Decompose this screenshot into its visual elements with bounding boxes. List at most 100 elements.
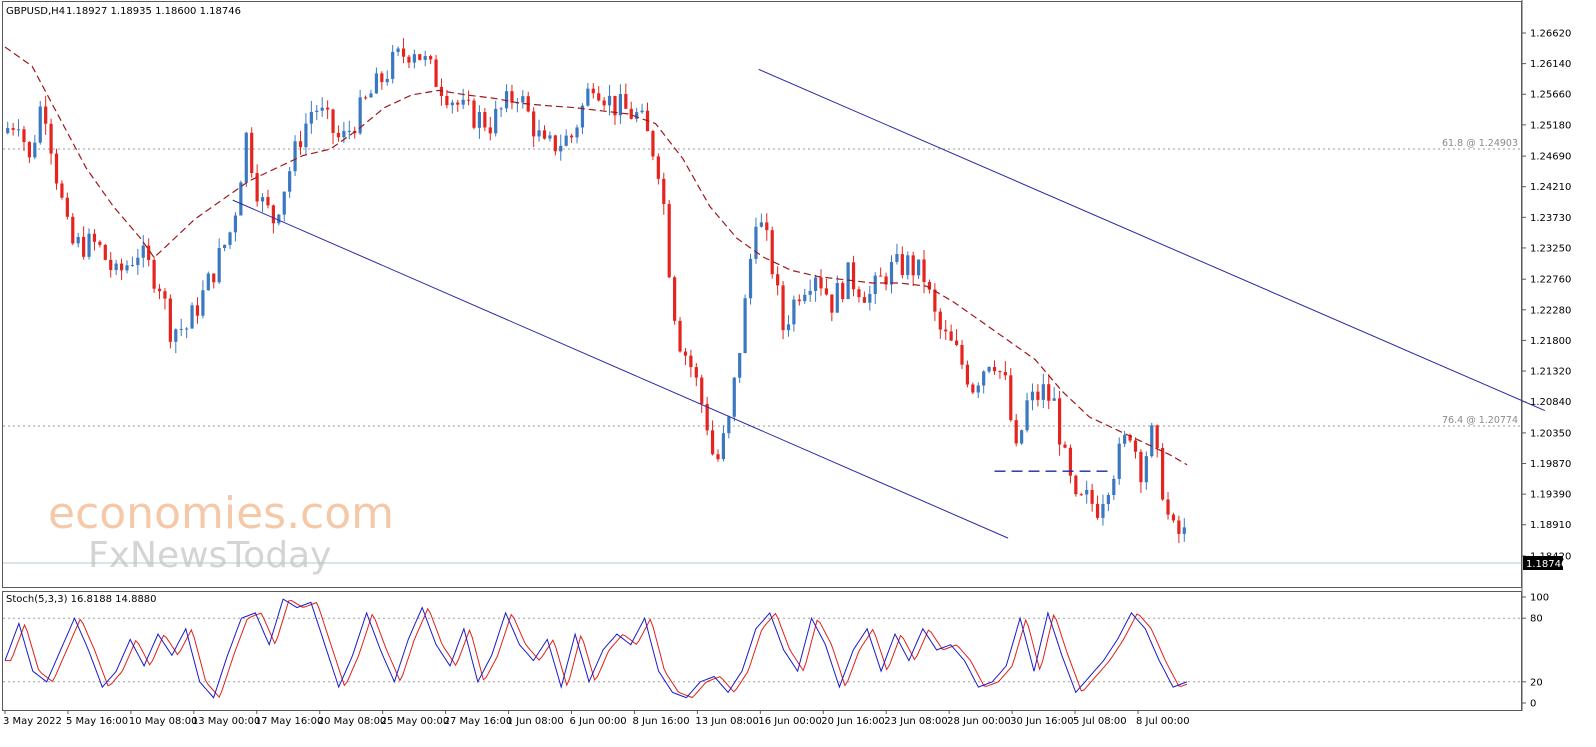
candle-body (1139, 451, 1143, 483)
candle-body (309, 112, 313, 124)
candle (331, 108, 335, 145)
candle-body (54, 153, 59, 184)
candle (1090, 483, 1094, 512)
candle (369, 89, 373, 98)
candle-body (298, 141, 303, 148)
candle (49, 118, 53, 165)
candle-body (575, 127, 579, 138)
time-tick-label: 28 Jun 00:00 (947, 716, 1011, 727)
candle-body (884, 276, 888, 285)
candle (954, 329, 959, 347)
candle-body (65, 197, 69, 217)
upper-channel-line[interactable] (758, 68, 1546, 412)
candle (732, 376, 736, 422)
candle-body (228, 232, 232, 245)
candle (1128, 433, 1132, 443)
candle-body (1041, 384, 1045, 400)
candle-body (195, 305, 200, 316)
candle (391, 45, 395, 84)
candle (667, 199, 671, 279)
candle (553, 134, 557, 156)
candle (499, 106, 503, 118)
candle-body (710, 430, 715, 455)
candle-body (548, 135, 552, 139)
candle (92, 229, 97, 251)
candle (1144, 451, 1148, 490)
candle-body (320, 107, 324, 111)
candle (613, 95, 617, 125)
price-axis[interactable]: 1.26620 1.26140 1.25660 1.25180 1.24690 1.242… (1522, 29, 1571, 563)
candle (1074, 474, 1078, 497)
candle-body (819, 277, 823, 289)
candle (532, 107, 536, 147)
candle (635, 107, 639, 123)
time-tick-label: 30 Jun 16:00 (1010, 716, 1074, 727)
candle-body (434, 59, 438, 87)
candle-body (678, 320, 682, 352)
candle (1030, 383, 1035, 411)
candle (201, 280, 205, 319)
candle-body (1177, 520, 1181, 534)
candle-body (792, 299, 796, 325)
candle (700, 374, 704, 413)
candle-body (125, 265, 129, 271)
candle-body (141, 245, 145, 258)
candle-body (374, 73, 379, 94)
stoch-tick-label: 100 (1530, 593, 1549, 604)
candle (380, 71, 384, 90)
candle (884, 272, 888, 291)
candle-body (38, 106, 42, 143)
lower-channel-line[interactable] (232, 199, 1009, 539)
candle-body (748, 258, 753, 299)
candle-body (466, 99, 471, 101)
stoch-tick-label: 20 (1530, 677, 1543, 688)
candle-body (532, 111, 536, 137)
candle-body (423, 56, 427, 60)
candle (537, 119, 541, 142)
candle (401, 38, 406, 64)
candle (748, 253, 753, 305)
candle (841, 280, 845, 303)
candle-body (1155, 425, 1159, 449)
candle-body (992, 367, 997, 372)
candle (629, 101, 633, 120)
candle-body (1052, 398, 1056, 401)
candle-body (705, 403, 709, 431)
candle (743, 294, 747, 354)
candle-body (862, 297, 866, 303)
candle (1057, 390, 1062, 456)
candle-body (16, 129, 21, 131)
candle-body (212, 273, 216, 283)
candle-body (889, 261, 894, 285)
candle-body (304, 123, 308, 148)
candle (591, 83, 595, 99)
candle-body (250, 132, 254, 174)
candle (879, 267, 883, 277)
candle (228, 231, 232, 250)
candle-body (922, 259, 926, 282)
stoch-signal-line (5, 599, 1188, 699)
time-tick-label: 10 May 08:00 (129, 716, 198, 727)
candle-body (1123, 434, 1127, 444)
candle (960, 339, 964, 370)
candle (1068, 444, 1073, 484)
candle (407, 54, 411, 69)
candle-body (933, 289, 937, 312)
candle (1155, 424, 1159, 458)
candle (423, 50, 427, 67)
candle-body (835, 283, 839, 313)
candle (309, 100, 313, 134)
candle (570, 133, 574, 143)
candle-body (385, 78, 389, 83)
candle (607, 84, 612, 116)
candle (982, 370, 986, 394)
candle (477, 105, 482, 139)
candle-body (716, 454, 720, 460)
candle-body (407, 56, 411, 63)
candle (754, 217, 758, 264)
candle (673, 275, 677, 325)
candle (586, 83, 590, 107)
candle (22, 126, 26, 152)
candle-body (217, 248, 221, 283)
